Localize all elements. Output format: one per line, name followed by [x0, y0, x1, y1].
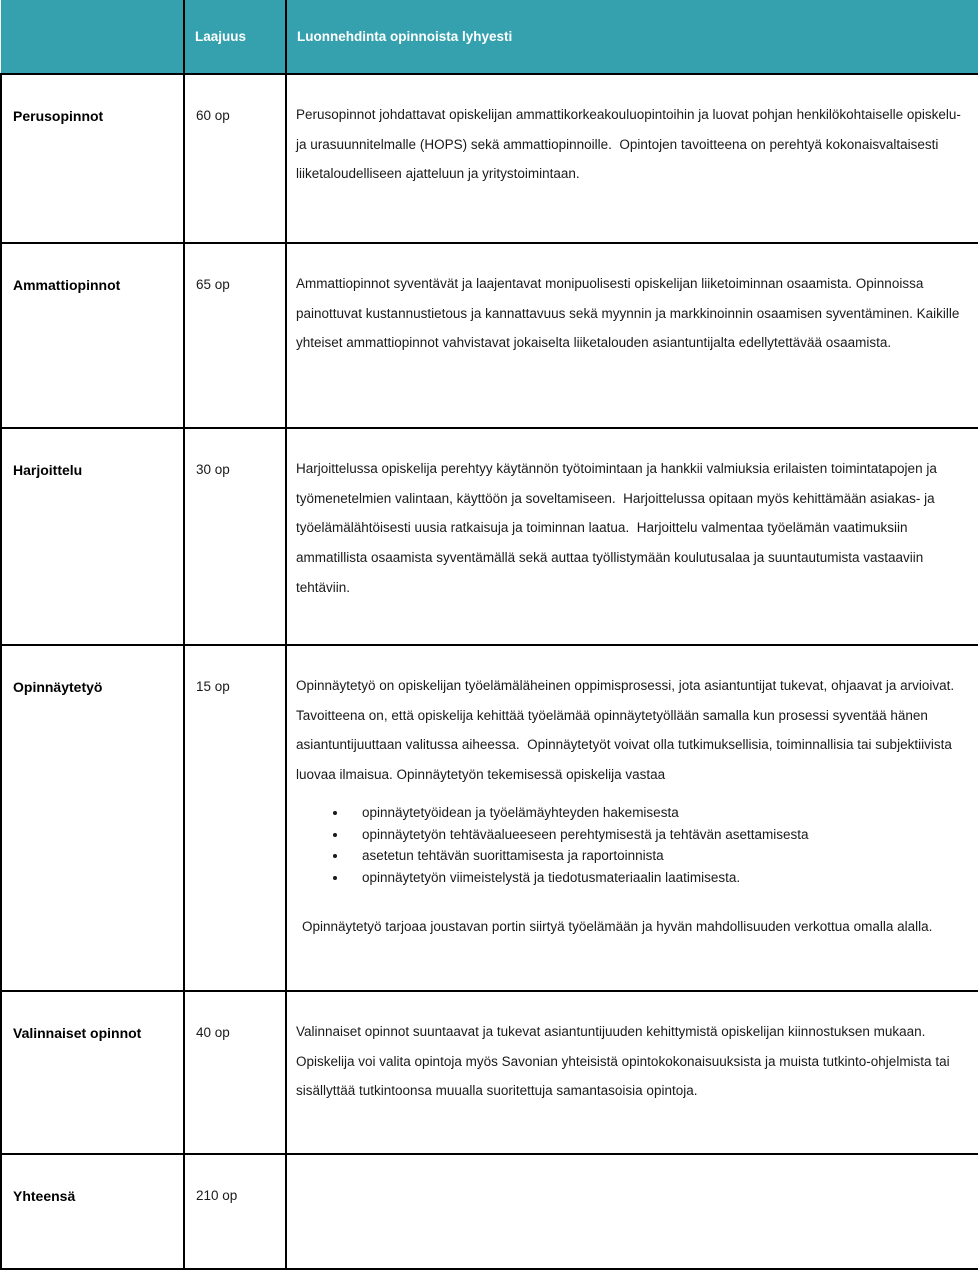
row-description: Ammattiopinnot syventävät ja laajentavat… [285, 242, 978, 429]
description-paragraph: Perusopinnot johdattavat opiskelijan amm… [296, 107, 965, 182]
row-label: Opinnäytetyö [0, 644, 185, 992]
description-paragraph: Valinnaiset opinnot suuntaavat ja tukeva… [296, 1024, 954, 1099]
row-label: Ammattiopinnot [0, 242, 185, 429]
row-label: Harjoittelu [0, 427, 185, 646]
header-row: Laajuus Luonnehdinta opinnoista lyhyesti [1, 0, 978, 75]
description-paragraph: Harjoittelussa opiskelija perehtyy käytä… [296, 461, 941, 595]
bullet-item: asetetun tehtävän suorittamisesta ja rap… [348, 845, 968, 867]
description-paragraph: Opinnäytetyö on opiskelijan työelämälähe… [296, 678, 958, 783]
row-label: Valinnaiset opinnot [0, 990, 185, 1155]
description-closing-paragraph: Opinnäytetyö tarjoaa joustavan portin si… [302, 919, 933, 935]
table-header: Laajuus Luonnehdinta opinnoista lyhyesti [1, 0, 978, 75]
row-label: Yhteensä [0, 1153, 185, 1270]
row-description: Perusopinnot johdattavat opiskelijan amm… [285, 73, 978, 244]
description-paragraph: Ammattiopinnot syventävät ja laajentavat… [296, 276, 964, 351]
description-bullet-list: opinnäytetyöidean ja työelämäyhteyden ha… [296, 802, 968, 889]
bullet-item: opinnäytetyön viimeistelystä ja tiedotus… [348, 867, 968, 889]
table-row-yhteensa: Yhteensä 210 op [0, 1153, 978, 1270]
bullet-item: opinnäytetyöidean ja työelämäyhteyden ha… [348, 802, 968, 824]
header-extent-cell: Laajuus [183, 0, 287, 75]
row-extent: 60 op [183, 73, 287, 244]
row-extent: 210 op [183, 1153, 287, 1270]
header-description-cell: Luonnehdinta opinnoista lyhyesti [285, 0, 978, 75]
row-description: Opinnäytetyö on opiskelijan työelämälähe… [285, 644, 978, 992]
table-row-opinnaytetyo: Opinnäytetyö 15 op Opinnäytetyö on opisk… [0, 644, 978, 992]
row-label: Perusopinnot [0, 73, 185, 244]
table-row-valinnaiset-opinnot: Valinnaiset opinnot 40 op Valinnaiset op… [0, 990, 978, 1155]
row-description: Harjoittelussa opiskelija perehtyy käytä… [285, 427, 978, 646]
table-body: Perusopinnot 60 op Perusopinnot johdatta… [0, 73, 978, 1270]
header-category-cell [1, 0, 185, 75]
row-description [285, 1153, 978, 1270]
row-extent: 65 op [183, 242, 287, 429]
row-extent: 15 op [183, 644, 287, 992]
row-extent: 30 op [183, 427, 287, 646]
table-row-perusopinnot: Perusopinnot 60 op Perusopinnot johdatta… [0, 73, 978, 244]
bullet-item: opinnäytetyön tehtäväalueeseen perehtymi… [348, 824, 968, 846]
table-row-harjoittelu: Harjoittelu 30 op Harjoittelussa opiskel… [0, 427, 978, 646]
row-description: Valinnaiset opinnot suuntaavat ja tukeva… [285, 990, 978, 1155]
table-row-ammattiopinnot: Ammattiopinnot 65 op Ammattiopinnot syve… [0, 242, 978, 429]
row-extent: 40 op [183, 990, 287, 1155]
